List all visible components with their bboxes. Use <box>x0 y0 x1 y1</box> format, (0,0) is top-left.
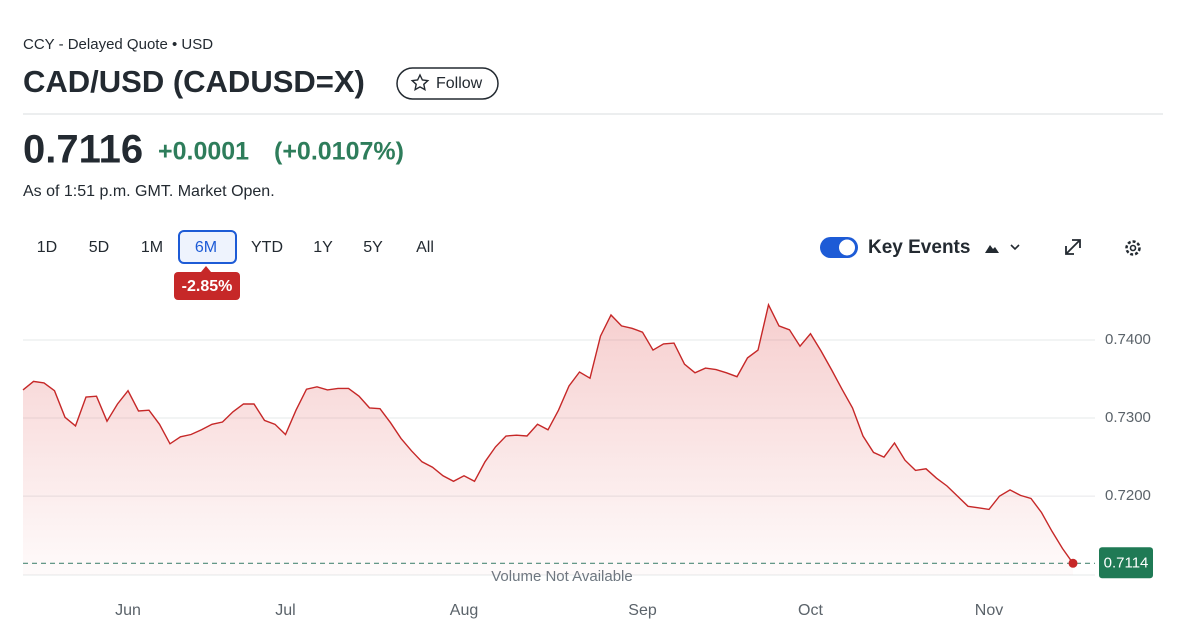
last-point <box>1068 558 1078 568</box>
settings-icon[interactable] <box>1125 240 1141 256</box>
range-button[interactable]: All <box>416 239 434 256</box>
range-button[interactable]: 5D <box>89 239 109 256</box>
range-button[interactable]: 6M <box>195 239 217 256</box>
range-button[interactable]: 1D <box>37 239 57 256</box>
last-value-badge <box>1099 547 1153 579</box>
badge-pointer <box>201 266 211 272</box>
gear-teeth <box>1125 240 1141 256</box>
as-of: As of 1:51 p.m. GMT. Market Open. <box>23 183 275 200</box>
y-tick-label: 0.7400 <box>1105 331 1151 348</box>
follow-button-frame[interactable] <box>396 67 499 100</box>
gear-hub <box>1129 244 1137 252</box>
range-change-badge <box>174 272 240 300</box>
follow-button[interactable]: Follow <box>396 67 499 100</box>
star-icon <box>410 73 430 91</box>
toggle-knob <box>839 239 855 256</box>
x-tick-label: Sep <box>628 602 657 619</box>
expand-icon[interactable] <box>1065 239 1081 255</box>
last-value-label: 0.7114 <box>1104 554 1149 571</box>
x-tick-label: Jul <box>275 602 295 619</box>
price-change-percent: (+0.0107%) <box>274 138 404 166</box>
area <box>23 304 1073 575</box>
toolbar: 1D 5D 1M -2.85% 6M YTD 1Y 5Y All <box>37 230 434 300</box>
chevron-icon[interactable] <box>1010 244 1020 251</box>
breadcrumb: CCY - Delayed Quote • USD <box>23 36 213 53</box>
y-tick-label: 0.7300 <box>1105 409 1151 426</box>
x-tick-label: Oct <box>798 602 823 619</box>
range-button[interactable]: 5Y <box>363 239 383 256</box>
chart-type-icon[interactable] <box>985 245 999 253</box>
price: 0.7116 <box>23 128 143 172</box>
x-tick-label: Nov <box>975 602 1003 619</box>
price-change: +0.0001 <box>158 138 249 166</box>
price-line <box>22 302 1074 564</box>
range-button[interactable]: 1M <box>141 239 163 256</box>
x-tick-label: Jun <box>115 602 141 619</box>
x-tick-label: Aug <box>450 602 478 619</box>
range-button[interactable]: YTD <box>251 239 283 256</box>
range-change: -2.85% <box>182 278 233 295</box>
range-button[interactable]: 1Y <box>313 239 333 256</box>
page-title: CAD/USD (CADUSD=X) <box>23 64 365 99</box>
follow-label[interactable]: Follow <box>436 75 483 92</box>
key-events-label[interactable]: Key Events <box>868 237 970 258</box>
selected-range-frame <box>178 230 237 264</box>
y-tick-label: 0.7200 <box>1105 487 1151 504</box>
